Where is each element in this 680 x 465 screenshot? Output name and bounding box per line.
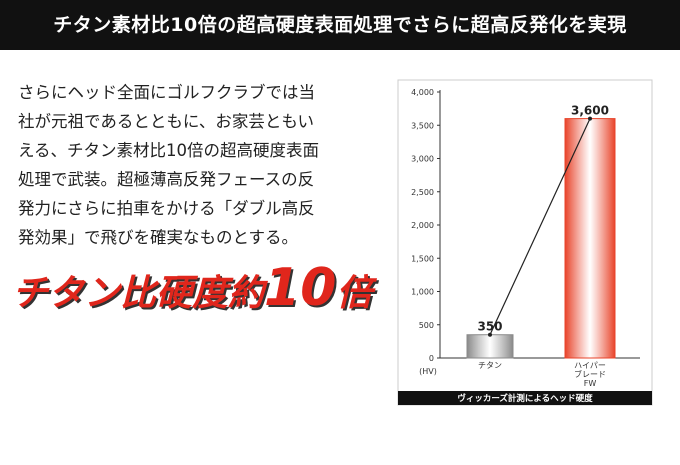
headline-part: 倍: [336, 273, 373, 314]
y-tick-label: 1,500: [411, 254, 434, 263]
headline: チタン比硬度約10倍: [12, 258, 372, 318]
headline-part: 10: [264, 258, 337, 318]
body-line: 発効果」で飛びを確実なものとする。: [18, 228, 299, 247]
body-line: 処理で武装。超極薄高反発フェースの反: [18, 170, 315, 189]
body-line: さらにヘッド全面にゴルフクラブでは当: [18, 83, 315, 102]
value-label: 350: [477, 320, 502, 334]
connector-line: [489, 118, 591, 335]
connector-dot: [488, 332, 492, 337]
y-tick-label: 3,500: [411, 121, 434, 130]
y-tick-label: 2,000: [411, 221, 434, 230]
x-tick-label: チタン: [478, 361, 502, 370]
y-tick-label: 4,000: [411, 88, 434, 97]
body-line: 発力にさらに拍車をかける「ダブル高反: [18, 199, 315, 218]
y-tick-label: 500: [419, 321, 434, 330]
y-tick-label: 0: [429, 354, 434, 363]
body-text: さらにヘッド全面にゴルフクラブでは当 社が元祖であるとともに、お家芸ともい える、チ…: [18, 78, 319, 252]
header-title: チタン素材比10倍の超高硬度表面処理でさらに超高反発化を実現: [0, 0, 680, 50]
y-unit: (HV): [419, 367, 437, 376]
body-line: える、チタン素材比10倍の超高硬度表面: [18, 141, 320, 160]
y-tick-label: 2,500: [411, 188, 434, 197]
chart-caption: ヴィッカーズ計測によるヘッド硬度: [457, 393, 593, 404]
y-tick-label: 3,000: [411, 155, 434, 164]
bar: [466, 334, 514, 359]
headline-part: チタン比硬度約: [12, 273, 265, 314]
connector-dot: [588, 116, 592, 121]
body-line: 社が元祖であるとともに、お家芸ともい: [18, 112, 315, 131]
caption-bar: [398, 391, 652, 405]
value-label: 3,600: [571, 104, 609, 118]
x-tick-label: ハイパーブレード FW: [574, 361, 606, 388]
bar: [564, 118, 616, 359]
y-tick-label: 1,000: [411, 288, 434, 297]
